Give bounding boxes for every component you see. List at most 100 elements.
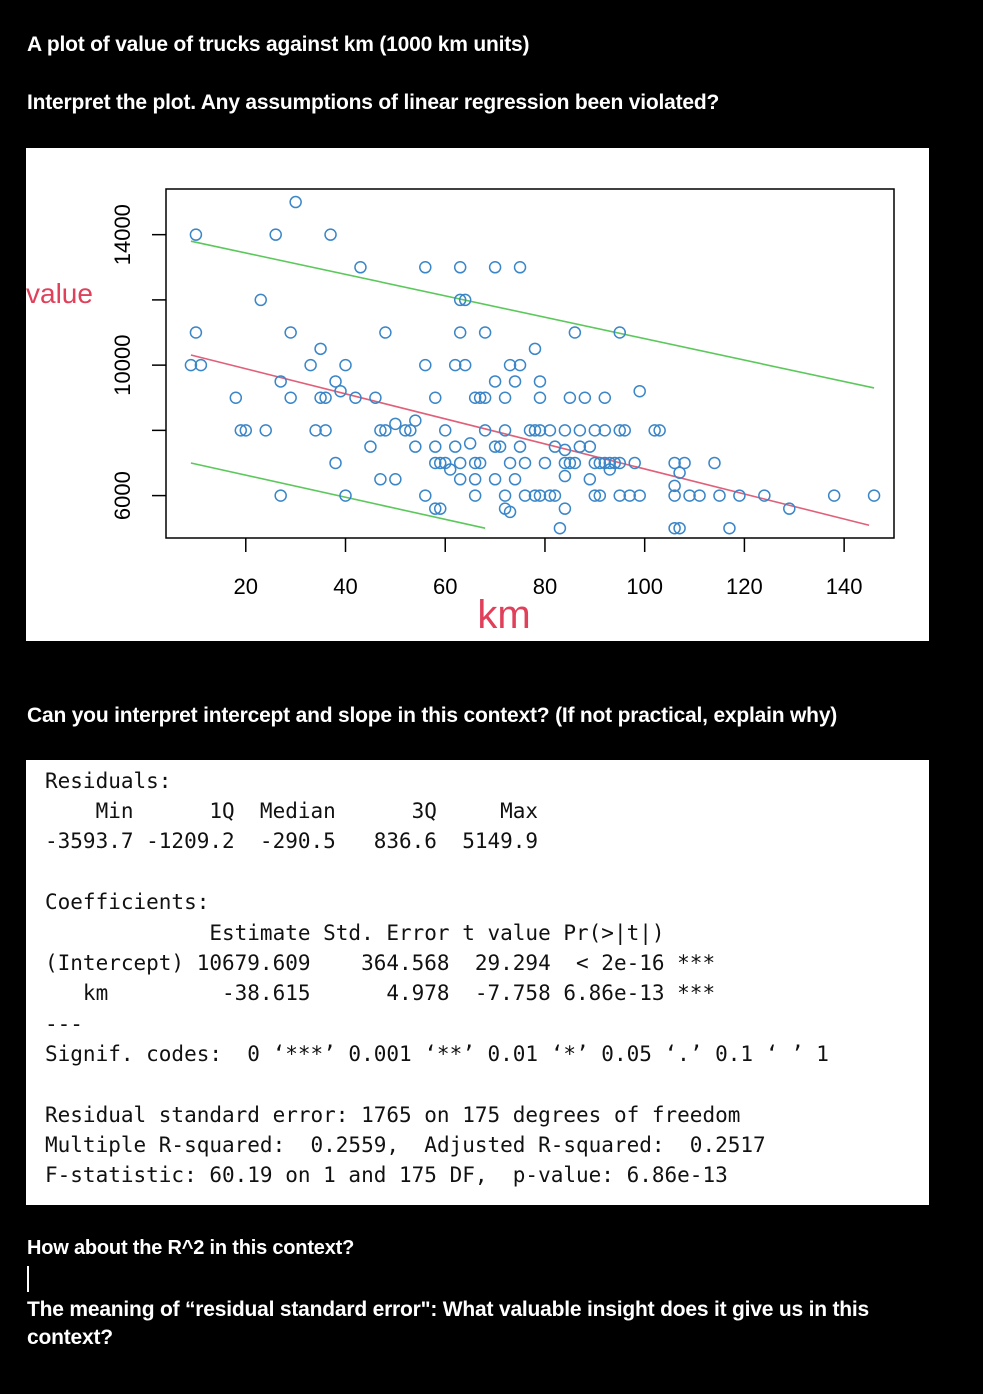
coef-km-row: km -38.615 4.978 -7.758 6.86e-13 *** <box>45 981 716 1005</box>
data-point <box>713 489 726 502</box>
data-point <box>683 489 696 502</box>
x-tick-label: 40 <box>333 574 357 599</box>
data-point <box>867 489 881 502</box>
data-point <box>334 384 347 398</box>
x-tick-label: 80 <box>533 574 557 599</box>
question-r-squared: How about the R^2 in this context? <box>27 1237 355 1259</box>
separator-dashes: --- <box>45 1012 83 1036</box>
data-point <box>478 424 492 437</box>
data-point <box>339 358 352 372</box>
y-tick-label: 10000 <box>110 335 135 396</box>
data-point <box>528 342 542 356</box>
data-point <box>488 261 502 274</box>
data-point <box>254 293 267 307</box>
x-tick-label: 140 <box>826 574 863 599</box>
data-point <box>189 326 203 339</box>
residuals-header: Min 1Q Median 3Q Max <box>45 799 551 823</box>
data-point <box>528 489 542 502</box>
data-point <box>324 228 337 241</box>
data-point <box>429 456 442 470</box>
data-point <box>448 358 462 372</box>
data-point <box>533 391 547 404</box>
data-point <box>503 505 517 519</box>
residuals-label: Residuals: <box>45 769 172 793</box>
data-point <box>508 375 522 388</box>
data-point <box>189 228 203 241</box>
data-point <box>668 456 681 470</box>
data-point <box>538 456 552 470</box>
regression-output: Residuals: Min 1Q Median 3Q Max -3593.7 … <box>26 760 929 1205</box>
data-point <box>503 358 517 372</box>
data-point <box>274 375 287 388</box>
data-point <box>468 473 482 486</box>
data-point <box>563 456 577 470</box>
data-point <box>598 424 612 437</box>
plot-frame <box>165 188 895 539</box>
data-point <box>623 489 636 502</box>
data-point <box>329 375 342 388</box>
data-point <box>668 521 681 535</box>
data-point <box>668 489 681 502</box>
data-point <box>573 440 587 453</box>
x-axis-label: km <box>477 593 530 637</box>
data-point <box>827 489 841 502</box>
y-axis: 6000 10000 14000 <box>110 204 166 520</box>
data-point <box>488 440 502 453</box>
data-point <box>558 456 572 470</box>
data-point <box>314 391 327 404</box>
data-point <box>568 326 582 339</box>
data-point <box>603 456 617 470</box>
data-points <box>184 195 881 535</box>
data-point <box>329 456 342 470</box>
data-point <box>239 424 253 437</box>
data-point <box>453 326 467 339</box>
data-point <box>319 424 332 437</box>
data-point <box>473 391 487 404</box>
data-point <box>588 489 602 502</box>
data-point <box>229 391 243 404</box>
question-residual-standard-error: The meaning of “residual standard error"… <box>27 1298 870 1349</box>
data-point <box>673 466 686 480</box>
y-axis-label: value <box>26 278 93 309</box>
text-cursor[interactable] <box>27 1266 29 1292</box>
residuals-values: -3593.7 -1209.2 -290.5 836.6 5149.9 <box>45 829 551 853</box>
data-point <box>758 489 771 502</box>
data-point <box>523 424 537 437</box>
data-point <box>314 342 327 356</box>
data-point <box>628 456 641 470</box>
data-point <box>733 489 746 502</box>
data-point <box>648 424 661 437</box>
data-point <box>508 473 522 486</box>
data-point <box>234 424 248 437</box>
data-point <box>429 391 442 404</box>
data-point <box>673 521 686 535</box>
data-point <box>438 424 452 437</box>
data-point <box>379 424 392 437</box>
data-point <box>369 391 382 404</box>
data-point <box>429 502 442 515</box>
data-point <box>573 424 587 437</box>
data-point <box>409 440 422 453</box>
data-point <box>493 440 507 453</box>
data-point <box>603 463 617 476</box>
r-squared: Multiple R-squared: 0.2559, Adjusted R-s… <box>45 1133 779 1157</box>
data-point <box>613 456 627 470</box>
data-point <box>478 326 492 339</box>
data-point <box>633 384 646 398</box>
residual-standard-error: Residual standard error: 1765 on 175 deg… <box>45 1103 741 1127</box>
data-point <box>433 502 447 515</box>
data-point <box>419 358 432 372</box>
data-point <box>513 261 527 274</box>
data-point <box>443 463 457 476</box>
data-point <box>588 424 602 437</box>
data-point <box>558 443 572 457</box>
data-point <box>533 375 547 388</box>
data-point <box>583 473 597 486</box>
data-point <box>488 375 502 388</box>
data-point <box>598 391 612 404</box>
data-point <box>613 326 627 339</box>
data-point <box>533 424 547 437</box>
coefficients-label: Coefficients: <box>45 890 210 914</box>
data-point <box>453 261 467 274</box>
data-point <box>448 440 462 453</box>
